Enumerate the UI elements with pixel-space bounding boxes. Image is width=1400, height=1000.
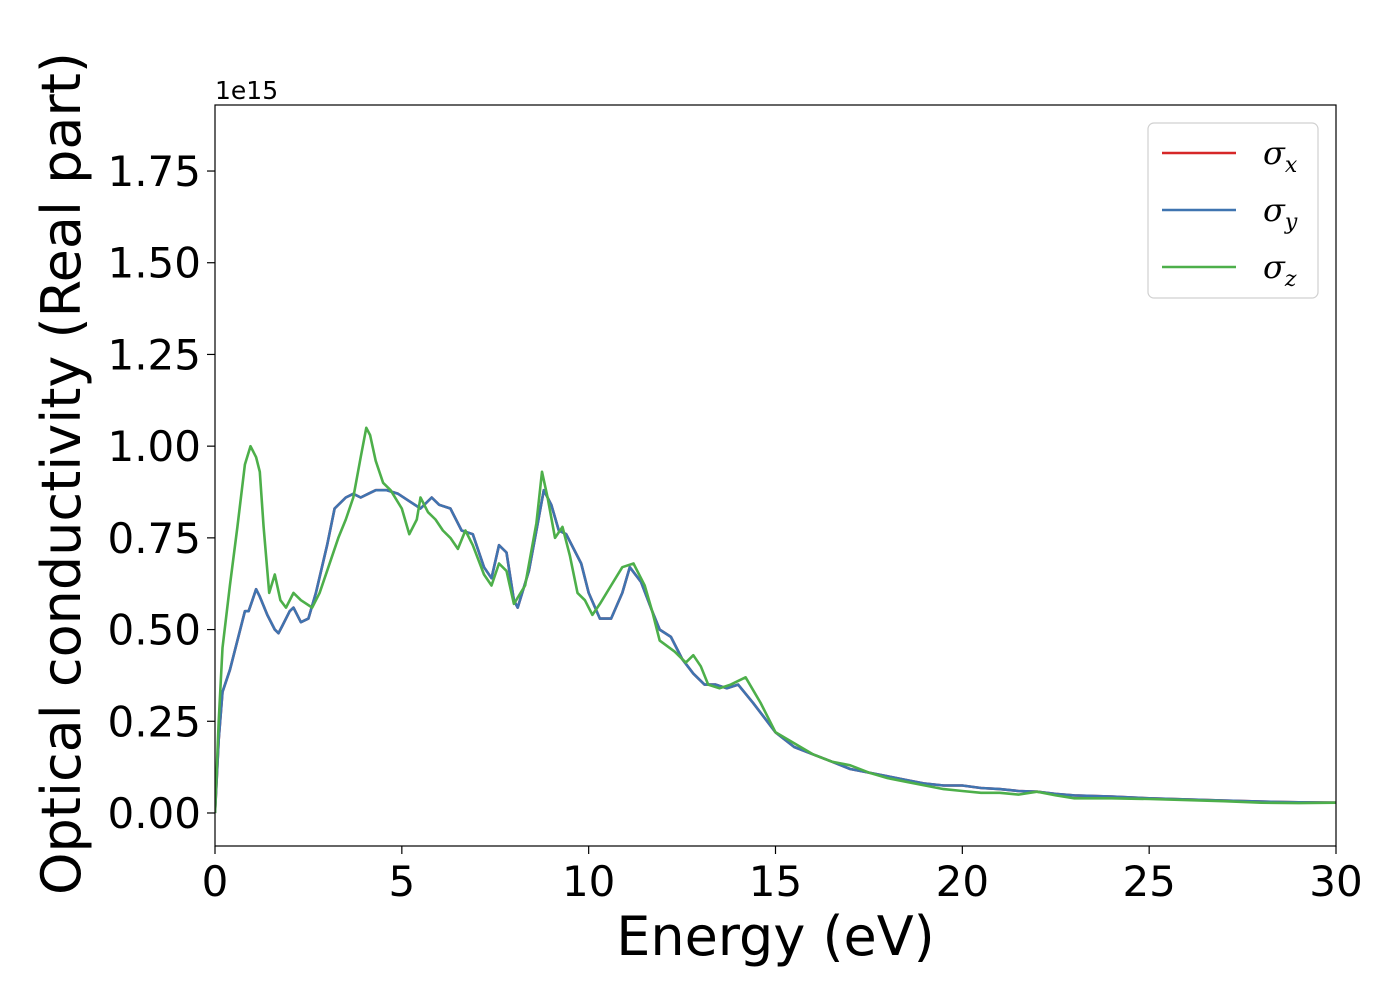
x-tick-label: 15	[749, 857, 802, 906]
y-tick-label: 1.00	[107, 422, 201, 471]
y-tick-label: 0.50	[107, 606, 201, 655]
y-axis-label: Optical conductivity (Real part)	[30, 52, 93, 895]
series-lines	[215, 426, 1336, 814]
y-tick-label: 1.75	[107, 147, 201, 196]
legend-label-sigma-y: σy	[1263, 191, 1298, 235]
y-tick-label: 0.75	[107, 514, 201, 563]
series-line-sigma-z	[215, 426, 1336, 814]
series-line-sigma-y	[215, 488, 1336, 814]
x-tick-label: 5	[388, 857, 415, 906]
x-tick-label: 25	[1122, 857, 1175, 906]
x-tick-label: 30	[1309, 857, 1362, 906]
y-tick-label: 1.50	[107, 239, 201, 288]
x-axis-label: Energy (eV)	[616, 905, 935, 968]
y-tick-label: 1.25	[107, 330, 201, 379]
x-tick-label: 0	[202, 857, 229, 906]
x-tick-label: 10	[562, 857, 615, 906]
y-tick-label: 0.00	[107, 789, 201, 838]
y-axis-offset-text: 1e15	[215, 76, 278, 105]
x-tick-label: 20	[936, 857, 989, 906]
x-axis-ticks: 0 5 10 15 20 25 30	[202, 846, 1363, 906]
y-tick-label: 0.25	[107, 697, 201, 746]
y-axis-ticks: 0.00 0.25 0.50 0.75 1.00 1.25 1.50 1.75	[107, 147, 215, 838]
series-line-sigma-x	[215, 488, 1336, 814]
legend-label-sigma-x: σx	[1263, 134, 1298, 178]
